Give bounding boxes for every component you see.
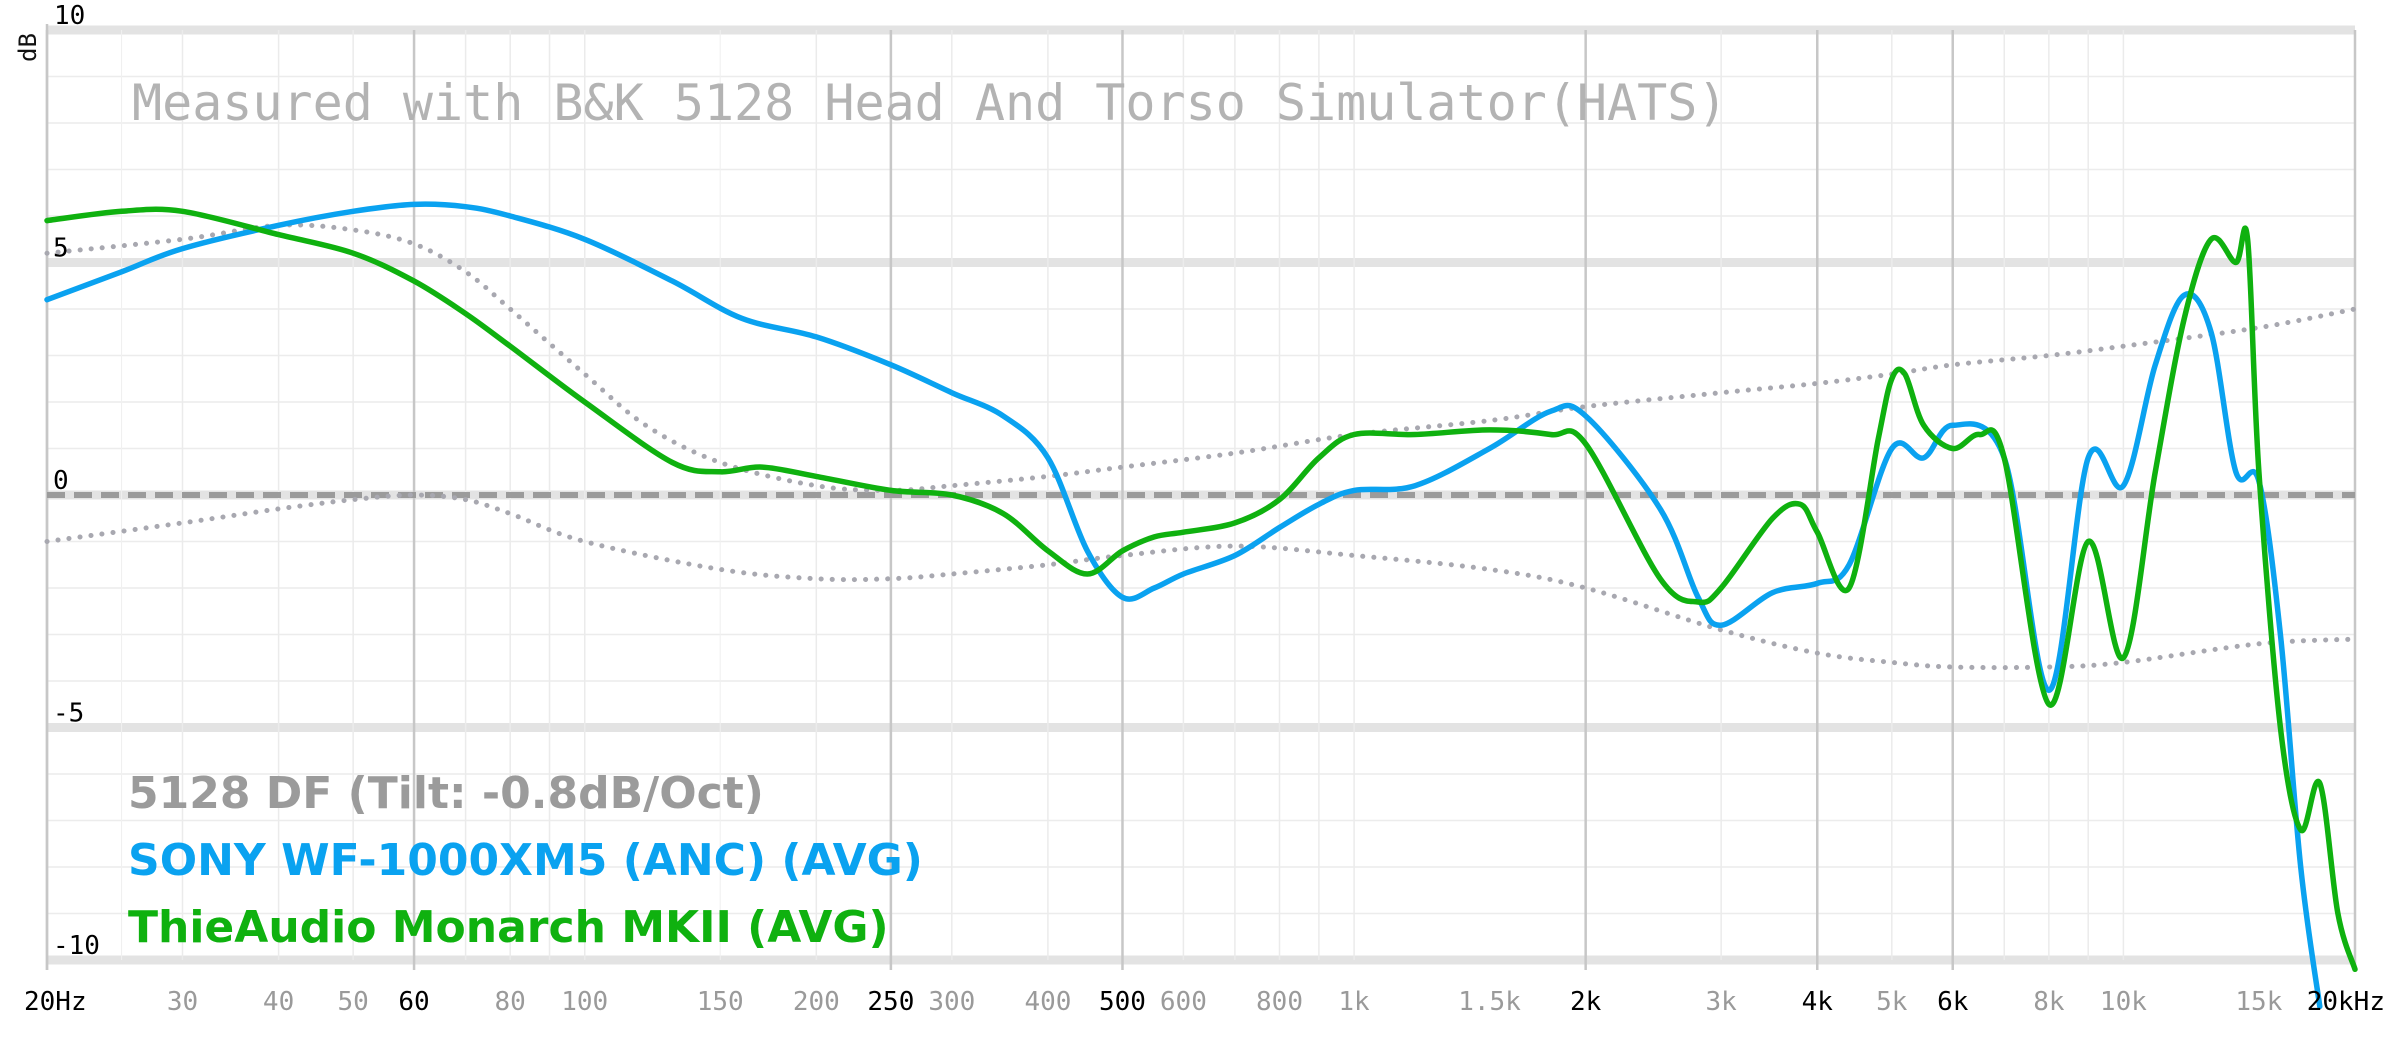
measurement-annotation: Measured with B&K 5128 Head And Torso Si…	[132, 74, 1727, 132]
y-tick-label: 10	[54, 1, 85, 31]
series-layer	[44, 201, 2358, 1010]
x-tick-label: 5k	[1876, 987, 1908, 1017]
x-tick-label: 50	[337, 987, 368, 1017]
x-tick-label: 60	[398, 987, 429, 1017]
series-df-lower-bound	[44, 492, 2358, 671]
x-tick-label: 4k	[1802, 987, 1834, 1017]
series-sony-wf-1000xm5	[44, 201, 2323, 1010]
x-tick-labels: 20Hz 30 40 50 60 80 100 150 200 250 300 400 500 600 80…	[24, 987, 2385, 1017]
legend-entry-df: 5128 DF (Tilt: -0.8dB/Oct)	[128, 768, 764, 819]
x-tick-label: 600	[1160, 987, 1207, 1017]
x-tick-label: 100	[561, 987, 608, 1017]
legend-entry-sony: SONY WF-1000XM5 (ANC) (AVG)	[128, 835, 923, 886]
x-tick-label: 250	[867, 987, 914, 1017]
legend-entry-thieaudio: ThieAudio Monarch MKII (AVG)	[128, 902, 889, 953]
x-tick-label: 400	[1024, 987, 1071, 1017]
x-tick-label: 40	[263, 987, 294, 1017]
x-tick-label: 1.5k	[1458, 987, 1521, 1017]
y-tick-label: 5	[53, 234, 69, 264]
y-tick-labels: 10 5 0 -5 -10	[53, 1, 100, 961]
x-tick-label: 300	[928, 987, 975, 1017]
x-tick-label: 10k	[2100, 987, 2147, 1017]
x-tick-label: 20Hz	[24, 987, 87, 1017]
x-tick-label: 6k	[1937, 987, 1969, 1017]
x-tick-label: 1k	[1338, 987, 1370, 1017]
x-tick-label: 8k	[2033, 987, 2065, 1017]
x-tick-label: 80	[495, 987, 526, 1017]
legend: 5128 DF (Tilt: -0.8dB/Oct) SONY WF-1000X…	[128, 768, 923, 953]
x-tick-label: 200	[793, 987, 840, 1017]
series-df-upper-bound	[44, 222, 2358, 493]
x-tick-label: 2k	[1570, 987, 1602, 1017]
x-tick-label: 3k	[1705, 987, 1737, 1017]
y-tick-label: 0	[53, 466, 69, 496]
x-tick-label: 150	[697, 987, 744, 1017]
x-tick-label: 15k	[2235, 987, 2282, 1017]
x-tick-label: 30	[167, 987, 198, 1017]
series-thieaudio-monarch-mkii	[44, 206, 2358, 973]
x-tick-label: 500	[1099, 987, 1146, 1017]
y-axis-label: dB	[14, 33, 42, 62]
y-tick-label: -5	[53, 699, 84, 729]
x-tick-label: 800	[1256, 987, 1303, 1017]
y-tick-label: -10	[53, 931, 100, 961]
x-tick-label: 20kHz	[2307, 987, 2385, 1017]
